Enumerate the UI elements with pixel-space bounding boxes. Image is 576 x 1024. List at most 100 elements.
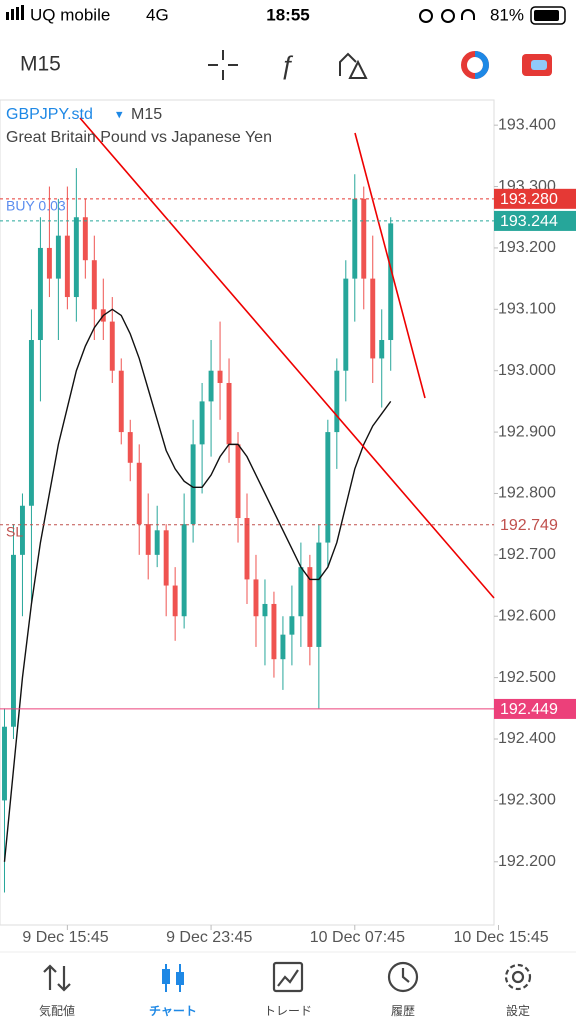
app-icon-part <box>531 60 547 70</box>
settings-icon <box>504 963 532 991</box>
bottom-nav: 気配値 チャート トレード 履歴 設定 <box>0 951 576 1018</box>
candle-body <box>145 524 151 555</box>
quotes-icon <box>43 964 71 992</box>
candle-body <box>109 321 115 371</box>
candle-body <box>154 530 160 555</box>
price-label: 193.244 <box>500 213 558 230</box>
candle-body <box>46 247 52 279</box>
candle-body <box>37 247 43 341</box>
candle-body <box>334 370 340 433</box>
candle-body <box>73 217 79 298</box>
y-tick-label: 192.700 <box>498 546 556 563</box>
symbol[interactable]: GBPJPY.std <box>6 106 93 123</box>
candle-body <box>199 401 205 445</box>
signal-bar <box>16 7 19 20</box>
candle-body <box>379 340 385 359</box>
price-label: 193.280 <box>500 191 558 208</box>
symbol-description: Great Britain Pound vs Japanese Yen <box>6 129 272 146</box>
x-tick-label: 9 Dec 23:45 <box>166 929 252 946</box>
y-tick-label: 193.000 <box>498 362 556 379</box>
candle-body <box>82 217 88 261</box>
y-tick-label: 192.400 <box>498 730 556 747</box>
y-tick-label: 192.600 <box>498 607 556 624</box>
nav-label[interactable]: 気配値 <box>39 1003 75 1018</box>
nav-label[interactable]: 設定 <box>506 1003 530 1018</box>
signal-bar <box>21 5 24 20</box>
nav-label[interactable]: チャート <box>149 1004 197 1018</box>
candle-body <box>190 444 196 525</box>
price-label-box <box>494 210 576 231</box>
price-label: 192.449 <box>500 701 558 718</box>
indicator-icon[interactable]: ƒ <box>280 50 294 80</box>
candle-body <box>298 567 304 617</box>
y-tick-label: 192.800 <box>498 485 556 502</box>
candle-body <box>316 542 322 647</box>
candle-body <box>280 634 286 660</box>
status-bar: UQ mobile 4G 18:55 81% <box>6 5 566 25</box>
y-tick-label: 192.900 <box>498 423 556 440</box>
candle-body <box>55 235 61 279</box>
candle-body <box>208 370 214 402</box>
candle-body <box>271 603 277 660</box>
nav-label[interactable]: 履歴 <box>391 1004 415 1018</box>
price-label-box <box>494 698 576 719</box>
candle-body <box>118 370 124 433</box>
candle-body <box>307 567 313 647</box>
candle-body <box>325 432 331 543</box>
chart-overlay: GBPJPY.std ▾ M15 Great Britain Pound vs … <box>0 106 576 719</box>
candle-body <box>343 278 349 371</box>
candle-body <box>253 579 259 617</box>
price-label-box <box>494 188 576 209</box>
y-tick-label: 193.100 <box>498 301 556 318</box>
level-tag: SL <box>6 523 23 539</box>
candle-body <box>244 518 250 580</box>
chart-icon <box>162 964 184 992</box>
app-icon-part <box>474 51 489 79</box>
status-icon <box>419 9 433 23</box>
battery <box>530 6 566 25</box>
moving-average <box>3 308 392 862</box>
candle-body <box>19 505 25 555</box>
level-tag: BUY 0.03 <box>6 198 66 214</box>
candle-body <box>2 726 7 801</box>
candle-body <box>217 370 223 383</box>
candle-body <box>370 278 376 359</box>
crosshair-icon[interactable] <box>208 50 238 80</box>
candle-body <box>163 530 169 586</box>
candle-body <box>64 235 70 298</box>
candle-body <box>181 524 187 617</box>
nav-label[interactable]: トレード <box>264 1004 312 1018</box>
candle-body <box>28 340 34 506</box>
history-icon <box>387 961 419 993</box>
battery-fill <box>534 10 559 21</box>
y-tick-label: 193.400 <box>498 116 556 133</box>
y-tick-label: 192.200 <box>498 853 556 870</box>
candle-body <box>91 260 97 310</box>
candle-body <box>172 585 178 617</box>
price-label: 192.749 <box>500 517 558 534</box>
candle-body <box>352 198 358 279</box>
candle-body <box>388 223 394 341</box>
toolbar: M15 ƒ <box>20 50 552 80</box>
y-tick-label: 192.300 <box>498 792 556 809</box>
candle-body <box>361 198 367 279</box>
candle-body <box>262 603 268 617</box>
trend-line <box>79 117 495 599</box>
candle-body <box>127 432 133 463</box>
chart-timeframe: M15 <box>131 106 162 123</box>
symbol-menu[interactable]: ▾ <box>116 106 123 121</box>
y-tick-label: 192.500 <box>498 669 556 686</box>
network: 4G <box>146 5 169 24</box>
candle-body <box>235 444 241 519</box>
candle-body <box>226 382 232 445</box>
objects-icon[interactable] <box>339 52 368 79</box>
signal-bar <box>11 9 14 20</box>
clock: 18:55 <box>266 5 309 24</box>
carrier: UQ mobile <box>30 5 110 24</box>
timeframe-button[interactable]: M15 <box>20 53 61 76</box>
x-tick-label: 10 Dec 15:45 <box>453 929 548 946</box>
candle-body <box>11 554 16 727</box>
trade-icon <box>272 961 304 993</box>
